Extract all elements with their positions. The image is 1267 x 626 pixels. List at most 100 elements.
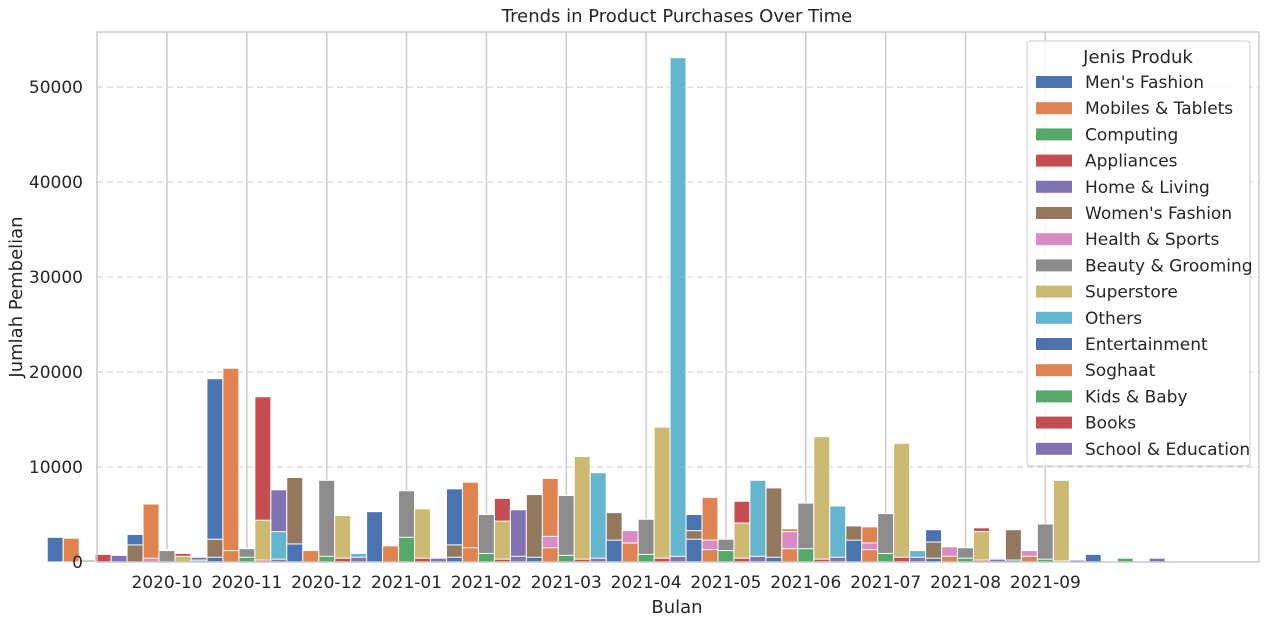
bar (1036, 523, 1054, 563)
bar (781, 548, 799, 563)
legend-swatch (1036, 128, 1072, 141)
bar (110, 554, 128, 563)
bar (845, 539, 863, 563)
x-tick-label: 2021-01 (371, 573, 442, 593)
x-tick-label: 2021-07 (850, 573, 921, 593)
x-tick-label: 2020-11 (211, 573, 282, 593)
legend-swatch (1036, 338, 1072, 350)
legend-swatch (1036, 76, 1072, 88)
x-tick-label: 2021-03 (531, 573, 602, 593)
bar (893, 442, 911, 563)
bar (813, 436, 831, 563)
legend-box (1026, 40, 1251, 467)
legend-label: Superstore (1085, 283, 1178, 303)
x-tick-label: 2021-06 (770, 573, 841, 593)
plot-frame (96, 31, 1260, 563)
bar (589, 472, 607, 563)
bar (270, 531, 288, 563)
bar (1084, 553, 1102, 563)
bar (541, 547, 559, 563)
legend-label: Beauty & Grooming (1085, 256, 1253, 276)
bar (685, 538, 703, 563)
legend-swatch (1036, 364, 1072, 377)
bar (525, 494, 543, 563)
bar (254, 519, 272, 563)
legend-label: Computing (1085, 125, 1178, 145)
x-tick-label: 2021-02 (451, 573, 522, 593)
bar (222, 550, 240, 563)
bar (701, 549, 719, 563)
y-tick-label: 20000 (29, 363, 83, 383)
x-axis-ticks: 2020-10 2020-11 2020-12 2021-01 2021-02 2021-… (131, 573, 1080, 593)
bar (941, 555, 959, 563)
legend-label: Soghaat (1085, 361, 1156, 381)
x-tick-label: 2021-09 (1010, 573, 1081, 593)
bar (573, 456, 591, 563)
bar (669, 57, 687, 563)
bar (1004, 529, 1022, 563)
legend-label: School & Education (1085, 440, 1250, 460)
bar (206, 378, 224, 563)
bar (222, 367, 240, 563)
legend-swatch (1036, 390, 1072, 403)
legend-swatch (1036, 311, 1072, 324)
legend-swatch (1036, 416, 1072, 429)
bar (829, 505, 847, 563)
bar (302, 550, 320, 563)
legend-label: Mobiles & Tablets (1085, 99, 1233, 119)
bar (749, 555, 767, 563)
legend-label: Kids & Baby (1085, 387, 1188, 407)
bar (637, 553, 655, 563)
x-tick-label: 2021-05 (690, 573, 761, 593)
bar (733, 522, 751, 563)
x-tick-label: 2020-12 (291, 573, 362, 593)
bar (461, 547, 479, 563)
y-tick-label: 0 (72, 553, 83, 573)
bar (861, 549, 879, 563)
legend-label: Books (1085, 414, 1136, 434)
bar (286, 543, 304, 563)
legend-swatch (1036, 102, 1072, 115)
y-axis-ticks: 0 10000 20000 30000 40000 50000 (29, 78, 83, 573)
bar (605, 539, 623, 563)
x-tick-label: 2020-10 (131, 573, 202, 593)
legend-swatch (1036, 180, 1072, 193)
legend: Jenis Produk Men's Fashion Mobiles & Tabl… (1026, 40, 1253, 467)
x-axis-label: Bulan (651, 597, 702, 618)
legend-label: Entertainment (1085, 335, 1208, 355)
bar (621, 542, 639, 563)
legend-swatch (1036, 154, 1072, 167)
bar (509, 509, 527, 563)
legend-label: Home & Living (1085, 178, 1210, 198)
legend-swatch (1036, 285, 1072, 298)
bar (414, 508, 431, 563)
bar (46, 536, 64, 563)
bar (126, 544, 144, 563)
bar (669, 555, 687, 563)
bar (318, 555, 336, 563)
x-tick-label: 2021-04 (611, 573, 682, 593)
y-tick-label: 40000 (29, 173, 83, 193)
bar (493, 520, 511, 563)
chart-title: Trends in Product Purchases Over Time (501, 6, 852, 27)
bar (174, 555, 192, 563)
x-tick-label: 2021-08 (930, 573, 1001, 593)
bar (765, 487, 783, 563)
bar (797, 548, 815, 563)
bar (749, 479, 767, 563)
bar (557, 554, 575, 563)
bar (382, 545, 400, 563)
bar (158, 550, 176, 563)
bar (477, 552, 495, 563)
legend-label: Women's Fashion (1085, 204, 1232, 224)
bar (557, 495, 575, 563)
y-axis-label: Jumlah Pembelian (6, 216, 27, 378)
legend-label: Health & Sports (1085, 230, 1220, 250)
legend-swatch (1036, 233, 1072, 246)
bar (653, 426, 671, 563)
bar (1020, 555, 1038, 563)
y-tick-label: 50000 (29, 78, 83, 98)
y-tick-label: 30000 (29, 268, 83, 288)
